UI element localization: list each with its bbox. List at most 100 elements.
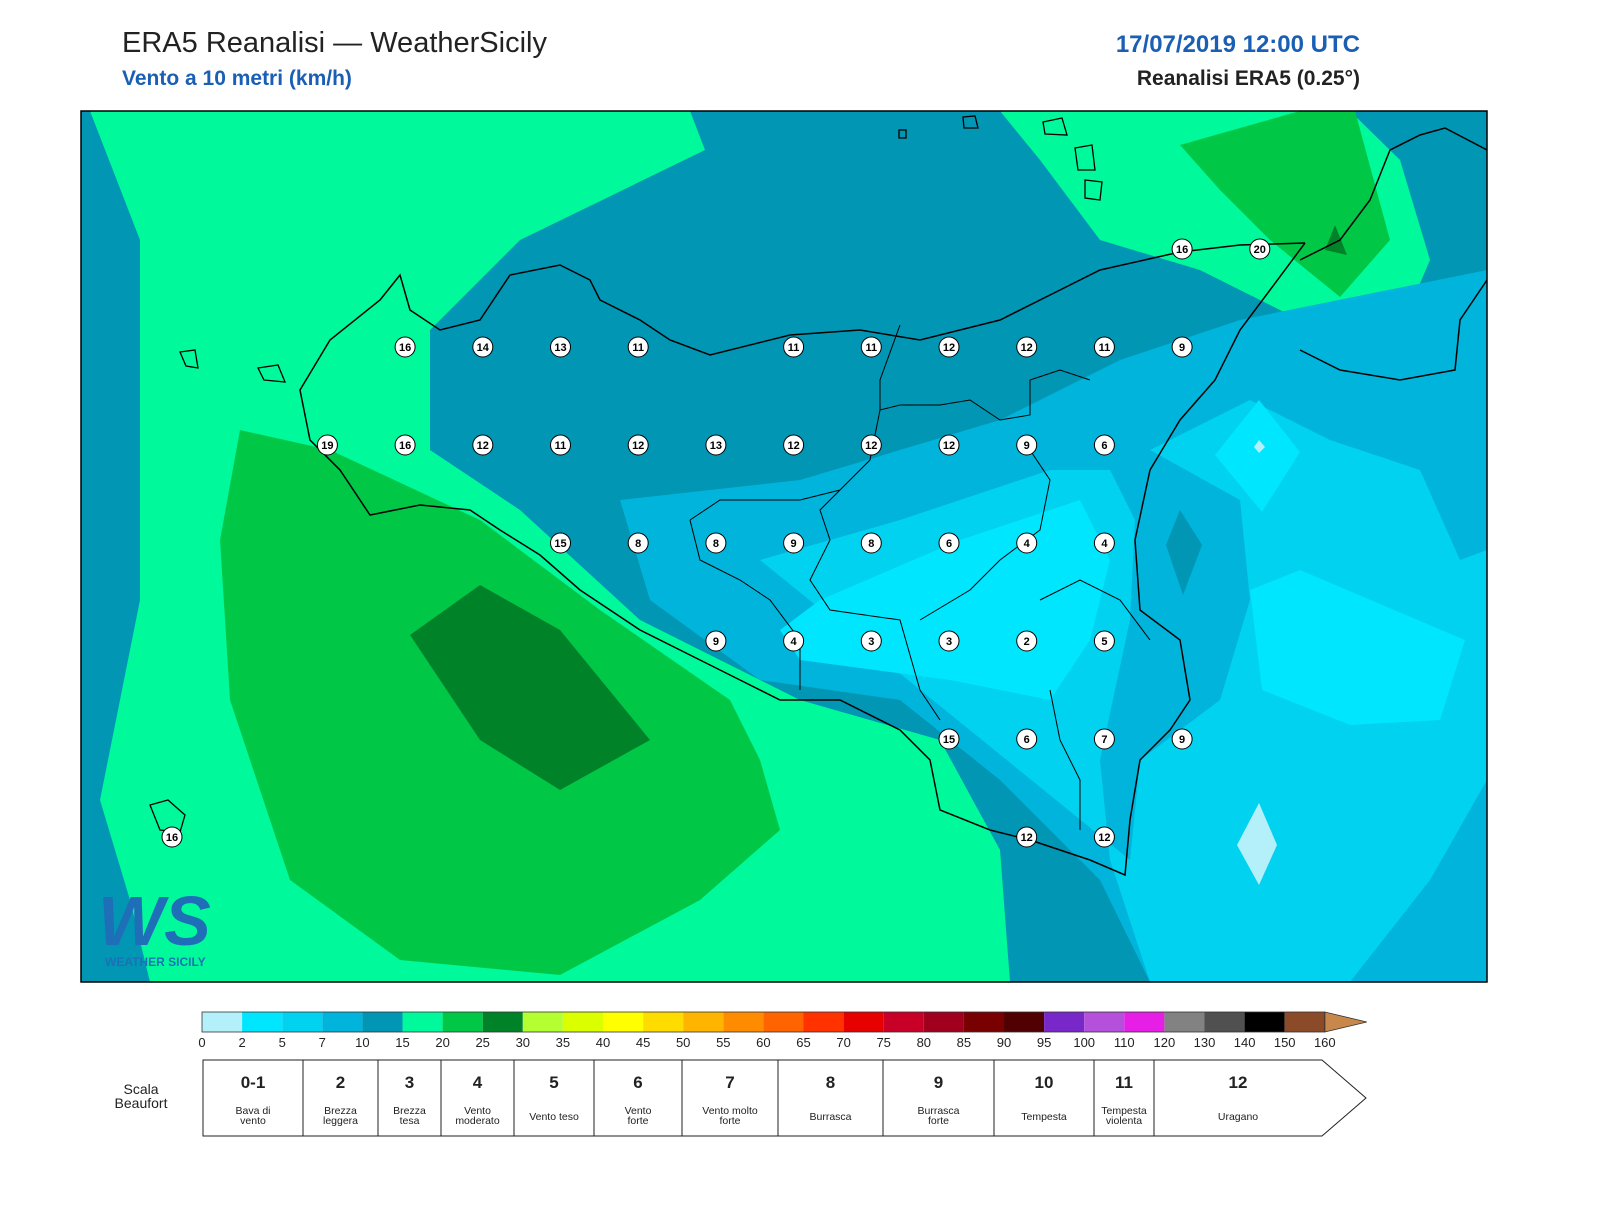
station-value: 12 bbox=[632, 440, 644, 452]
station-marker bbox=[938, 630, 960, 652]
colorbar-swatch bbox=[923, 1012, 964, 1032]
beaufort-force: 0-1 bbox=[241, 1073, 266, 1092]
colorbar-swatch bbox=[562, 1012, 603, 1032]
station-marker bbox=[627, 434, 649, 456]
station-marker bbox=[1171, 238, 1193, 260]
station-value: 16 bbox=[1176, 244, 1188, 256]
station-value: 11 bbox=[788, 342, 800, 354]
station-value: 13 bbox=[554, 342, 566, 354]
station-value: 7 bbox=[1101, 734, 1107, 746]
station-value: 12 bbox=[1021, 832, 1033, 844]
station-marker bbox=[627, 532, 649, 554]
colorbar-swatch bbox=[202, 1012, 243, 1032]
station-value: 8 bbox=[713, 538, 719, 550]
station-value: 20 bbox=[1254, 244, 1266, 256]
station-marker bbox=[394, 336, 416, 358]
station-value: 8 bbox=[868, 538, 874, 550]
station-marker bbox=[705, 630, 727, 652]
beaufort-label: Scala bbox=[123, 1081, 158, 1097]
station-value: 2 bbox=[1024, 636, 1030, 648]
beaufort-force: 9 bbox=[934, 1073, 943, 1092]
station-value: 11 bbox=[1099, 342, 1111, 354]
colorbar-swatch bbox=[1124, 1012, 1165, 1032]
beaufort-label: Beaufort bbox=[115, 1095, 168, 1111]
station-marker bbox=[860, 336, 882, 358]
colorbar-tick-label: 65 bbox=[796, 1035, 810, 1050]
title: ERA5 Reanalisi — WeatherSicily bbox=[122, 27, 547, 59]
field bbox=[1250, 570, 1465, 725]
station-value: 6 bbox=[946, 538, 952, 550]
station-marker bbox=[860, 532, 882, 554]
beaufort-frame bbox=[202, 1059, 1367, 1137]
colorbar-tick-label: 20 bbox=[435, 1035, 449, 1050]
colorbar-tick-label: 50 bbox=[676, 1035, 690, 1050]
station-marker bbox=[1093, 630, 1115, 652]
colorbar-tick-label: 10 bbox=[355, 1035, 369, 1050]
field bbox=[1215, 400, 1300, 512]
colorbar-tick-label: 60 bbox=[756, 1035, 770, 1050]
colorbar-tick-label: 85 bbox=[957, 1035, 971, 1050]
station-value: 6 bbox=[1024, 734, 1030, 746]
station-marker bbox=[860, 630, 882, 652]
colorbar-swatch bbox=[1084, 1012, 1125, 1032]
beaufort-force: 12 bbox=[1229, 1073, 1248, 1092]
station-marker bbox=[783, 434, 805, 456]
station-value: 9 bbox=[713, 636, 719, 648]
station-marker bbox=[1093, 728, 1115, 750]
station-marker bbox=[1249, 238, 1271, 260]
station-value: 4 bbox=[791, 636, 798, 648]
station-marker bbox=[938, 434, 960, 456]
colorbar-swatch bbox=[843, 1012, 884, 1032]
colorbar-tick-label: 90 bbox=[997, 1035, 1011, 1050]
colorbar-tick-label: 25 bbox=[475, 1035, 489, 1050]
colorbar-swatch bbox=[683, 1012, 724, 1032]
beaufort-desc: Bava di bbox=[235, 1105, 270, 1117]
station-value: 4 bbox=[1024, 538, 1031, 550]
beaufort-desc: Uragano bbox=[1218, 1111, 1258, 1123]
map-frame bbox=[80, 110, 1488, 983]
station-value: 12 bbox=[787, 440, 799, 452]
colorbar-frame bbox=[201, 1011, 1326, 1033]
station-value: 6 bbox=[1101, 440, 1107, 452]
station-value: 15 bbox=[943, 734, 955, 746]
colorbar-swatch bbox=[1244, 1012, 1285, 1032]
logo-mark: WS bbox=[98, 882, 211, 960]
beaufort-desc: Burrasca bbox=[917, 1105, 959, 1117]
beaufort-desc: Brezza bbox=[324, 1105, 357, 1117]
beaufort-force: 11 bbox=[1115, 1073, 1133, 1092]
colorbar-swatch bbox=[362, 1012, 403, 1032]
station-value: 11 bbox=[555, 440, 567, 452]
station-marker bbox=[783, 336, 805, 358]
colorbar-tick-label: 7 bbox=[319, 1035, 326, 1050]
field bbox=[1166, 510, 1202, 595]
colorbar-tick-label: 120 bbox=[1154, 1035, 1176, 1050]
colorbar-tick-label: 80 bbox=[917, 1035, 931, 1050]
beaufort-force: 2 bbox=[336, 1073, 345, 1092]
colorbar-tick-label: 35 bbox=[556, 1035, 570, 1050]
colorbar-swatch bbox=[1284, 1012, 1325, 1032]
colorbar-tick-label: 110 bbox=[1114, 1035, 1135, 1050]
station-marker bbox=[1171, 336, 1193, 358]
station-marker bbox=[1093, 336, 1115, 358]
station-marker bbox=[938, 336, 960, 358]
beaufort-desc: Vento bbox=[464, 1105, 491, 1117]
colorbar-swatch bbox=[1044, 1012, 1085, 1032]
beaufort-force: 3 bbox=[405, 1073, 414, 1092]
beaufort-force: 7 bbox=[725, 1073, 734, 1092]
colorbar-tick-label: 70 bbox=[836, 1035, 850, 1050]
colorbar-tick-label: 40 bbox=[596, 1035, 610, 1050]
station-marker bbox=[1016, 826, 1038, 848]
beaufort-desc: forte bbox=[928, 1115, 949, 1127]
station-marker bbox=[783, 532, 805, 554]
colorbar-swatch bbox=[963, 1012, 1004, 1032]
colorbar-swatch bbox=[1204, 1012, 1245, 1032]
colorbar-swatch bbox=[883, 1012, 924, 1032]
station-marker bbox=[550, 532, 571, 554]
station-marker bbox=[1016, 434, 1038, 456]
colorbar-swatch bbox=[1004, 1012, 1045, 1032]
station-marker bbox=[1016, 728, 1038, 750]
station-marker bbox=[1093, 826, 1115, 848]
station-marker bbox=[1016, 630, 1038, 652]
colorbar-swatch bbox=[643, 1012, 684, 1032]
